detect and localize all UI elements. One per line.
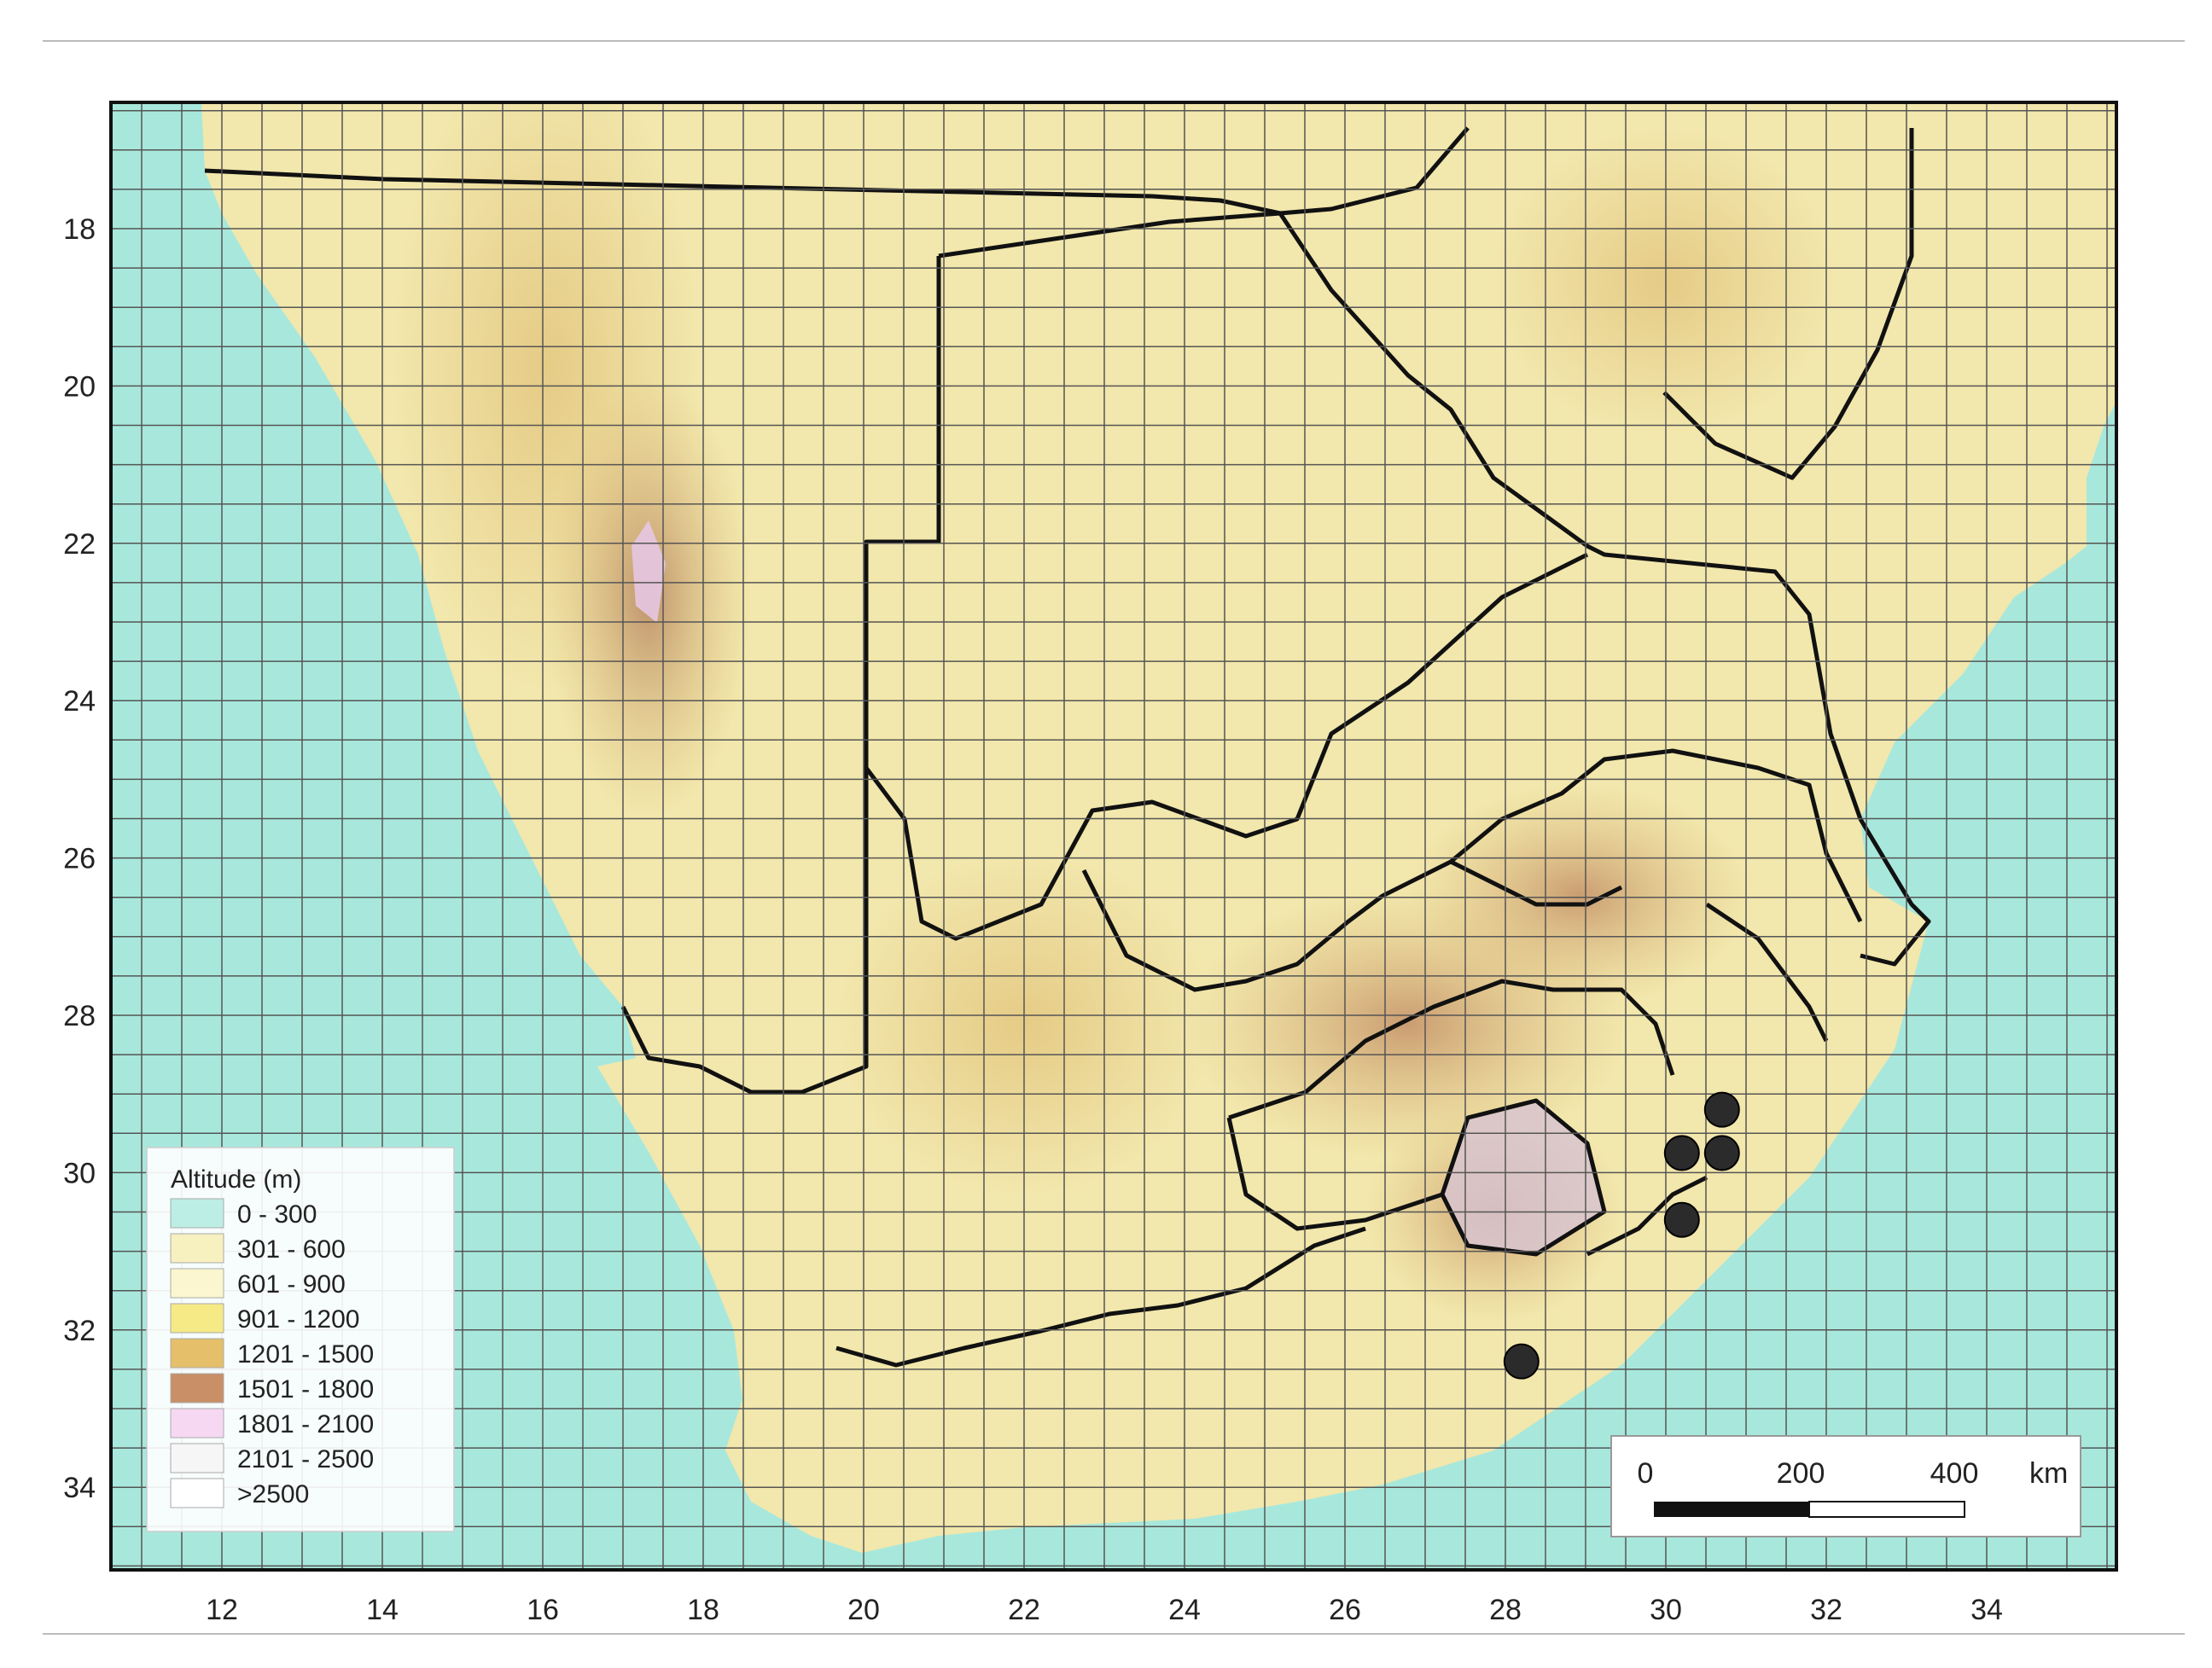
y-tick-label: 30 [63, 1157, 96, 1189]
border-free-state-north [1228, 979, 1675, 1120]
x-tick-label: 32 [1810, 1594, 1842, 1626]
y-tick-label: 32 [63, 1315, 96, 1347]
x-tick-label: 30 [1650, 1594, 1682, 1626]
y-tick-label: 28 [63, 1000, 96, 1032]
legend-swatch [170, 1233, 224, 1264]
site-marker [1703, 1135, 1740, 1171]
legend-swatch [170, 1478, 224, 1508]
border-gauteng [1449, 859, 1623, 907]
border-mpumalanga [1705, 902, 1829, 1043]
legend-swatch [170, 1373, 224, 1404]
scale-segment-filled [1654, 1502, 1809, 1517]
x-tick-label: 14 [366, 1594, 399, 1626]
x-tick-label: 28 [1489, 1594, 1522, 1626]
scale-bar-box [1610, 1435, 2081, 1537]
graticule-grid [111, 102, 2116, 1570]
legend-label: >2500 [237, 1480, 309, 1508]
x-tick-label: 18 [687, 1594, 719, 1626]
y-tick-label: 18 [63, 213, 96, 246]
border-botswana-south [864, 552, 1589, 941]
scale-bar: 0 200 400 km [1610, 1435, 2081, 1537]
x-tick-label: 12 [206, 1594, 238, 1626]
site-marker [1503, 1343, 1540, 1380]
legend-label: 0 - 300 [237, 1200, 317, 1229]
y-tick-label: 24 [63, 685, 96, 718]
altitude-legend: Altitude (m) 0 - 300 301 - 600 601 - 900 90… [146, 1147, 455, 1532]
namibia-peaks [632, 520, 666, 623]
x-tick-label: 20 [847, 1594, 880, 1626]
scale-label-200: 200 [1777, 1457, 1825, 1490]
x-tick-label: 22 [1008, 1594, 1040, 1626]
x-tick-label: 16 [527, 1594, 559, 1626]
survey-sites [1503, 1091, 1740, 1380]
map-frame [109, 101, 2118, 1572]
latitude-tick-labels: 18 20 22 24 26 28 30 32 34 [63, 213, 96, 1504]
site-marker [1663, 1135, 1700, 1171]
scale-label-0: 0 [1638, 1457, 1654, 1490]
lesotho-peaks [1442, 1101, 1604, 1254]
border-northwest-province [1081, 748, 1863, 992]
legend-label: 1801 - 2100 [237, 1410, 374, 1438]
legend-items: 0 - 300 301 - 600 601 - 900 901 - 1200 1201 … [170, 1198, 374, 1508]
border-mozambique-west [1662, 128, 1914, 480]
legend-swatch [170, 1338, 224, 1369]
longitude-tick-labels: 12 14 16 18 20 22 24 26 28 30 32 34 [206, 1594, 2003, 1626]
border-caprivi [938, 211, 1281, 259]
x-tick-label: 26 [1329, 1594, 1361, 1626]
border-lesotho [1440, 1098, 1607, 1257]
border-eswatini-mozambique [1858, 817, 1931, 967]
legend-swatch [170, 1198, 224, 1229]
legend-label: 1201 - 1500 [237, 1340, 374, 1369]
legend-title: Altitude (m) [171, 1165, 301, 1194]
plateau-zimbabwe [1493, 128, 1835, 435]
highland-escarpment [1408, 785, 1749, 1007]
legend-label: 601 - 900 [237, 1270, 346, 1299]
scale-unit: km [2029, 1457, 2068, 1490]
legend-label: 301 - 600 [237, 1235, 346, 1264]
border-angola-namibia [204, 126, 1470, 216]
border-namibia [620, 256, 941, 1095]
scale-segment-empty [1808, 1501, 1965, 1518]
legend-label: 901 - 1200 [237, 1305, 359, 1334]
legend-label: 2101 - 2500 [237, 1445, 374, 1473]
y-tick-label: 22 [63, 528, 96, 561]
legend-swatch [170, 1268, 224, 1299]
map-content [111, 102, 2116, 1570]
legend-label: 1501 - 1800 [237, 1375, 374, 1404]
scale-label-400: 400 [1930, 1457, 1979, 1490]
legend-swatch [170, 1408, 224, 1438]
y-tick-label: 34 [63, 1472, 96, 1504]
y-tick-label: 20 [63, 370, 96, 403]
border-cape-provinces [835, 1226, 1366, 1368]
x-tick-label: 24 [1168, 1594, 1201, 1626]
y-tick-label: 26 [63, 843, 96, 875]
x-tick-label: 34 [1970, 1594, 2003, 1626]
legend-swatch [170, 1443, 224, 1473]
legend-swatch [170, 1303, 224, 1334]
site-marker [1663, 1201, 1700, 1238]
site-marker [1703, 1091, 1740, 1128]
